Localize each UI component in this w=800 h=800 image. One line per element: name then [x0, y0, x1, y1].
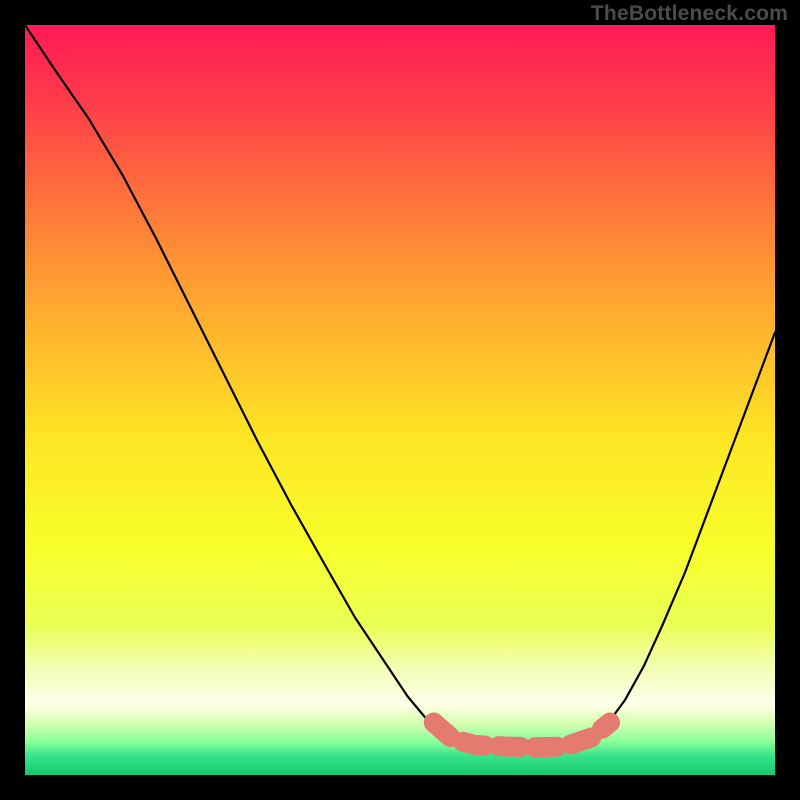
chart-stage: TheBottleneck.com: [0, 0, 800, 800]
watermark-text: TheBottleneck.com: [591, 2, 788, 26]
plot-background-gradient: [25, 25, 775, 775]
bottleneck-curve-chart: [0, 0, 800, 800]
